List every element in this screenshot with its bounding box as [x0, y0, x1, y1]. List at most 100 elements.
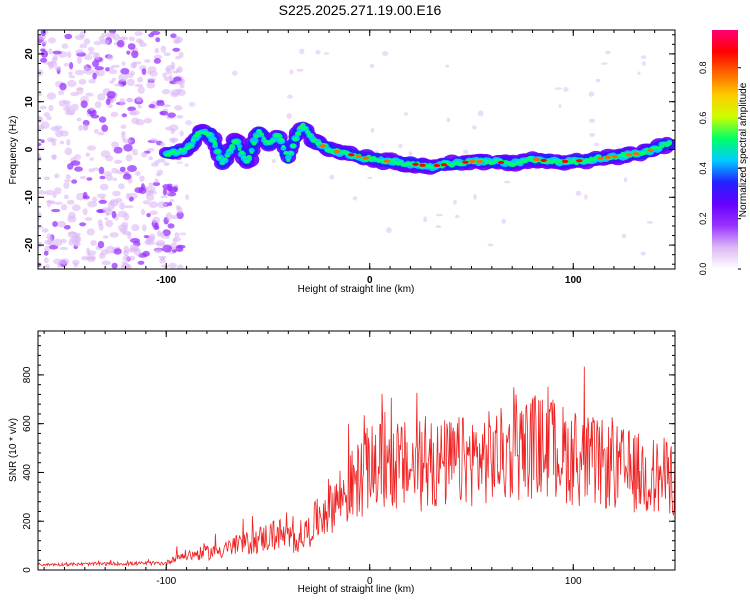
spectrogram-speckle [40, 57, 48, 63]
colorbar-gradient [712, 30, 738, 269]
spectrogram-speckle [146, 193, 155, 201]
spectrogram-y-ticks: -20 -10 0 10 20 [24, 34, 675, 265]
spectrogram-speckle [296, 68, 304, 72]
spectrogram-ridge-cell [208, 132, 213, 136]
spectrogram-speckle [445, 64, 450, 68]
spectrogram-speckle [105, 67, 110, 72]
spectrogram-speckle [141, 68, 147, 75]
spectrogram-ridge-cell [275, 133, 282, 138]
y-tick-label: 10 [24, 96, 35, 108]
spectrogram-speckle [176, 66, 183, 73]
spectrogram-ridge-cell [312, 138, 318, 142]
y-tick-label: 400 [22, 464, 33, 481]
spectrogram-speckle [161, 104, 172, 108]
spectrogram-speckle [367, 176, 373, 180]
spectrogram-speckle [107, 201, 115, 210]
spectrogram-speckle [73, 241, 81, 247]
x-tick-label: -100 [156, 275, 176, 286]
spectrogram-speckle [170, 128, 176, 135]
spectrogram-ridge-cell [210, 138, 215, 142]
spectrogram-speckle [174, 232, 180, 239]
spectrogram-speckle [69, 61, 74, 70]
spectrogram-speckle [61, 43, 69, 49]
spectrogram-speckle [152, 181, 161, 187]
spectrogram-speckle [108, 69, 118, 75]
spectrogram-speckle [163, 52, 171, 57]
spectrogram-speckle [188, 102, 196, 107]
spectrogram-speckle [126, 50, 131, 55]
spectrogram-speckle [97, 240, 105, 249]
spectrogram-ridge-peak [433, 163, 441, 168]
colorbar-tick-label: 0.8 [698, 61, 708, 74]
x-tick-label: -100 [156, 576, 176, 587]
spectrogram-speckle [40, 139, 45, 143]
spectrogram-ridge-cell [246, 155, 252, 159]
spectrogram-speckle [134, 187, 143, 194]
spectrogram-speckle [454, 214, 460, 219]
spectrogram-speckle [38, 211, 42, 220]
spectrogram-speckle [105, 98, 111, 106]
spectrogram-speckle [90, 240, 97, 246]
spectrogram-speckle [58, 99, 68, 107]
spectrogram-speckle [289, 69, 294, 75]
spectrogram-speckle [104, 217, 109, 221]
spectrogram-speckle [403, 112, 408, 116]
colorbar-ticks: 0.0 0.2 0.4 0.6 0.8 [698, 61, 741, 275]
spectrogram-speckle [159, 232, 165, 238]
spectrogram-speckle [38, 190, 47, 195]
spectrogram-speckle [130, 62, 138, 69]
snr-y-label: SNR (10 * v/v) [8, 418, 19, 482]
spectrogram-ridge-cell [242, 155, 247, 159]
spectrogram-speckle [640, 251, 646, 256]
spectrogram-speckle [137, 104, 142, 109]
spectrogram-speckle [386, 227, 392, 234]
spectrogram-speckle [286, 113, 292, 119]
spectrogram-speckle [120, 68, 130, 75]
spectrogram-speckle [128, 36, 135, 42]
spectrogram-speckle [89, 157, 94, 161]
spectrogram-speckle [185, 194, 190, 200]
spectrogram-speckle [584, 194, 588, 200]
spectrogram-speckle [93, 40, 103, 46]
spectrogram-speckle [78, 124, 84, 131]
spectrogram-speckle [161, 88, 171, 95]
spectrogram-ridge-cell [513, 162, 518, 167]
spectrogram-speckle [105, 245, 116, 254]
spectrogram-speckle [87, 46, 95, 53]
spectrogram-speckle [162, 244, 173, 253]
spectrogram-speckle [139, 175, 145, 182]
spectrogram-speckle [74, 69, 85, 76]
spectrogram-ridge-cell [188, 144, 193, 148]
spectrogram-ridge-cell [307, 133, 313, 138]
spectrogram-speckle [462, 149, 469, 155]
spectrogram-speckle [147, 148, 155, 152]
snr-x-label: Height of straight line (km) [298, 584, 415, 595]
spectrogram-ridge-cell [256, 129, 262, 133]
spectrogram-speckle [70, 91, 80, 97]
y-tick-label: 20 [24, 48, 35, 60]
spectrogram-speckle [88, 51, 94, 55]
spectrogram-speckle [59, 82, 67, 91]
spectrogram-speckle [147, 66, 157, 73]
spectrogram-speckle [59, 246, 69, 251]
spectrogram-speckle [121, 132, 126, 141]
spectrogram-speckle [157, 158, 166, 163]
spectrogram-speckle [170, 33, 177, 39]
spectrogram-speckle [154, 248, 162, 254]
spectrogram-speckle [142, 224, 147, 232]
spectrogram-speckle [159, 110, 168, 116]
spectrogram-ridge-cell [288, 150, 294, 155]
spectrogram-ridge-cell [181, 149, 186, 153]
y-tick-label: 0 [24, 146, 35, 152]
spectrogram-speckle [154, 178, 159, 183]
spectrogram-speckle [97, 131, 105, 136]
spectrogram-speckle [177, 264, 184, 269]
spectrogram-speckle [287, 94, 293, 99]
spectrogram-speckle [112, 190, 121, 197]
spectrogram-speckle [176, 115, 184, 119]
spectrogram-speckle [127, 165, 137, 172]
spectrogram-speckle [84, 217, 93, 221]
spectrogram-speckle [146, 213, 151, 218]
spectrogram-speckle [45, 189, 55, 196]
